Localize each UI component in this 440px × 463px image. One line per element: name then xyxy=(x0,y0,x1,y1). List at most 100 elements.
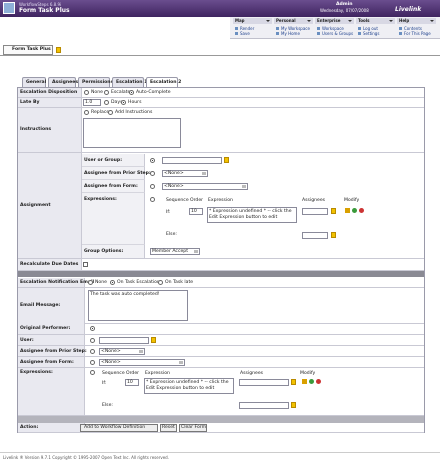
select-value[interactable]: <None> xyxy=(164,171,184,176)
radio[interactable] xyxy=(90,338,95,343)
input[interactable] xyxy=(83,99,101,106)
menu-link[interactable]: Workspace xyxy=(322,26,344,31)
menu-label[interactable]: Tools xyxy=(358,18,370,23)
menu-label[interactable]: Personal xyxy=(276,18,296,23)
menu-button[interactable] xyxy=(233,18,272,24)
select-value[interactable]: <None> xyxy=(164,184,184,189)
remove-button[interactable] xyxy=(359,208,364,213)
menu-link[interactable]: Save xyxy=(240,31,250,36)
option[interactable]: Auto-Complete xyxy=(136,90,171,95)
tab[interactable] xyxy=(112,77,144,87)
input[interactable] xyxy=(239,402,289,409)
radio[interactable] xyxy=(121,100,126,105)
input[interactable] xyxy=(125,379,139,386)
menu-link[interactable]: Users & Groups xyxy=(322,31,354,36)
option[interactable]: None xyxy=(91,90,103,95)
expression-box[interactable] xyxy=(144,378,234,394)
picker-icon[interactable] xyxy=(331,232,336,238)
radio[interactable] xyxy=(88,280,93,285)
input[interactable] xyxy=(302,208,328,215)
page-tab-label[interactable]: Form Task Plus xyxy=(12,47,51,52)
select[interactable] xyxy=(162,170,208,177)
radio[interactable] xyxy=(104,100,109,105)
add-button[interactable] xyxy=(309,379,314,384)
radio[interactable] xyxy=(90,360,95,365)
select[interactable] xyxy=(99,359,185,366)
radio[interactable] xyxy=(84,90,89,95)
input[interactable] xyxy=(162,157,222,164)
radio[interactable] xyxy=(110,280,115,285)
tab[interactable] xyxy=(78,77,110,87)
option[interactable]: Add Instructions xyxy=(115,110,153,115)
input[interactable] xyxy=(239,379,289,386)
option[interactable]: On Task Escalation xyxy=(117,280,160,285)
folder-icon[interactable] xyxy=(56,47,61,53)
option[interactable]: Days xyxy=(111,100,123,105)
picker-icon[interactable] xyxy=(291,379,296,385)
select-value[interactable]: Member Accept xyxy=(152,249,189,254)
menu-label[interactable]: Help xyxy=(399,18,410,23)
radio[interactable] xyxy=(108,110,113,115)
menu-link[interactable]: Settings xyxy=(363,31,380,36)
tab-label[interactable]: Assignees xyxy=(52,80,79,85)
button[interactable] xyxy=(160,424,177,432)
menu-button[interactable] xyxy=(397,18,436,24)
edit-button[interactable] xyxy=(302,379,307,384)
radio[interactable] xyxy=(158,280,163,285)
radio[interactable] xyxy=(129,90,134,95)
tab[interactable] xyxy=(22,77,46,87)
order-value[interactable]: 10 xyxy=(127,380,133,385)
option[interactable]: Replace xyxy=(91,110,110,115)
picker-icon[interactable] xyxy=(291,402,296,408)
option[interactable]: None xyxy=(95,280,107,285)
button-label[interactable]: Add to Workflow Definition xyxy=(84,425,146,430)
radio[interactable] xyxy=(84,110,89,115)
tab-label[interactable]: Escalation 2 xyxy=(150,80,182,85)
remove-button[interactable] xyxy=(316,379,321,384)
tab[interactable] xyxy=(48,77,76,87)
select-value[interactable]: <None> xyxy=(101,349,121,354)
option[interactable]: On Task late xyxy=(165,280,194,285)
menu-link[interactable]: Log out xyxy=(363,26,378,31)
radio[interactable] xyxy=(150,171,155,176)
radio[interactable] xyxy=(104,90,109,95)
radio[interactable] xyxy=(150,197,155,202)
select[interactable] xyxy=(99,348,145,355)
radio[interactable] xyxy=(90,349,95,354)
select[interactable] xyxy=(150,248,200,255)
button-label[interactable]: Reset xyxy=(162,425,175,430)
menu-link[interactable]: Render xyxy=(240,26,255,31)
tab-label[interactable]: Permissions xyxy=(82,80,114,85)
menu-button[interactable] xyxy=(274,18,313,24)
tab-label[interactable]: General xyxy=(26,80,47,85)
button-label[interactable]: Clear Form xyxy=(181,425,207,430)
textarea[interactable] xyxy=(88,290,188,321)
expression-box[interactable] xyxy=(207,207,297,223)
radio[interactable] xyxy=(90,326,95,331)
select[interactable] xyxy=(162,183,248,190)
input[interactable] xyxy=(99,337,149,344)
radio[interactable] xyxy=(150,158,155,163)
checkbox[interactable] xyxy=(83,262,88,267)
menu-link[interactable]: My Workspace xyxy=(281,26,310,31)
menu-label[interactable]: Map xyxy=(235,18,245,23)
menu-label[interactable]: Enterprise xyxy=(317,18,341,23)
textarea-value[interactable]: The task was auto completed! xyxy=(90,292,160,297)
page-tab[interactable] xyxy=(3,45,53,55)
tab-label[interactable]: Escalation 1 xyxy=(116,80,148,85)
select-value[interactable]: <None> xyxy=(101,360,121,365)
menu-button[interactable] xyxy=(315,18,354,24)
menu-button[interactable] xyxy=(356,18,395,24)
menu-link[interactable]: For This Page xyxy=(404,31,431,36)
tab[interactable] xyxy=(146,77,178,87)
input-value[interactable]: 1.0 xyxy=(85,100,93,105)
menu-link[interactable]: Contents xyxy=(404,26,422,31)
add-button[interactable] xyxy=(352,208,357,213)
radio[interactable] xyxy=(90,370,95,375)
input[interactable] xyxy=(189,208,203,215)
picker-icon[interactable] xyxy=(151,337,156,343)
edit-button[interactable] xyxy=(345,208,350,213)
radio[interactable] xyxy=(150,184,155,189)
textarea[interactable] xyxy=(83,118,181,148)
button[interactable] xyxy=(179,424,207,432)
